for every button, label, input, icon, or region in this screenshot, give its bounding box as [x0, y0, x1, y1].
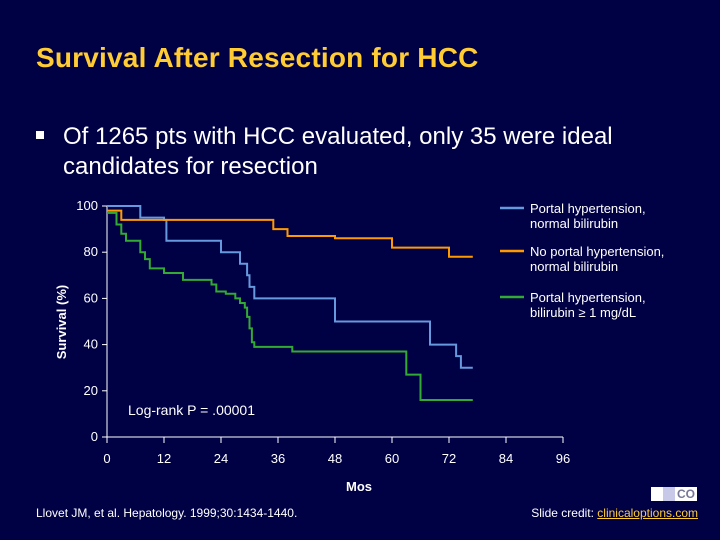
- x-axis-title: Mos: [346, 479, 372, 494]
- x-tick-label-84: 84: [499, 451, 513, 466]
- x-tick-label-12: 12: [157, 451, 171, 466]
- credit-prefix: Slide credit:: [531, 506, 598, 520]
- legend-label-line: Portal hypertension,: [530, 290, 646, 305]
- y-tick-label-0: 0: [91, 429, 98, 444]
- legend-label-line: Portal hypertension,: [530, 201, 646, 216]
- logo-square-lavender: [663, 487, 675, 501]
- logo-text: CO: [675, 487, 697, 501]
- y-tick-label-80: 80: [84, 244, 98, 259]
- bullet-text: Of 1265 pts with HCC evaluated, only 35 …: [63, 123, 613, 180]
- chart-series: [107, 205, 473, 401]
- legend-label-line: normal bilirubin: [530, 259, 618, 274]
- legend-label-line: normal bilirubin: [530, 216, 618, 231]
- legend-label-line: bilirubin ≥ 1 mg/dL: [530, 305, 636, 320]
- bullet-square-icon: [36, 131, 44, 139]
- legend-label-1: Portal hypertension, normal bilirubin: [530, 201, 646, 231]
- series-line-3: [107, 211, 473, 401]
- y-axis-title: Survival (%): [54, 285, 69, 359]
- x-tick-label-72: 72: [442, 451, 456, 466]
- citation: Llovet JM, et al. Hepatology. 1999;30:14…: [36, 506, 298, 520]
- x-tick-label-24: 24: [214, 451, 228, 466]
- chart-labels: Mos Survival (%) Log-rank P = .00001: [54, 285, 372, 494]
- y-tick-label-20: 20: [84, 383, 98, 398]
- logo-square-white: [651, 487, 663, 501]
- x-tick-label-96: 96: [556, 451, 570, 466]
- bullet-point: Of 1265 pts with HCC evaluated, only 35 …: [36, 122, 686, 182]
- y-tick-label-60: 60: [84, 290, 98, 305]
- x-tick-label-0: 0: [103, 451, 110, 466]
- slide-credit: Slide credit: clinicaloptions.com: [531, 506, 698, 520]
- legend-label-2: No portal hypertension, normal bilirubin: [530, 244, 664, 274]
- x-tick-label-48: 48: [328, 451, 342, 466]
- credit-link[interactable]: clinicaloptions.com: [597, 506, 698, 520]
- x-tick-label-36: 36: [271, 451, 285, 466]
- logrank-annotation: Log-rank P = .00001: [128, 402, 255, 418]
- y-tick-label-40: 40: [84, 337, 98, 352]
- legend-label-line: No portal hypertension,: [530, 244, 664, 259]
- co-logo: CO: [651, 487, 697, 501]
- x-tick-label-60: 60: [385, 451, 399, 466]
- chart-axes: 0 20 40 60 80 100 0 12 24 36 48 60 72 84 96: [76, 198, 570, 466]
- series-line-1: [107, 205, 473, 369]
- legend-label-3: Portal hypertension, bilirubin ≥ 1 mg/dL: [530, 290, 646, 320]
- series-line-2: [107, 209, 473, 258]
- slide-title: Survival After Resection for HCC: [36, 42, 479, 73]
- y-tick-label-100: 100: [76, 198, 98, 213]
